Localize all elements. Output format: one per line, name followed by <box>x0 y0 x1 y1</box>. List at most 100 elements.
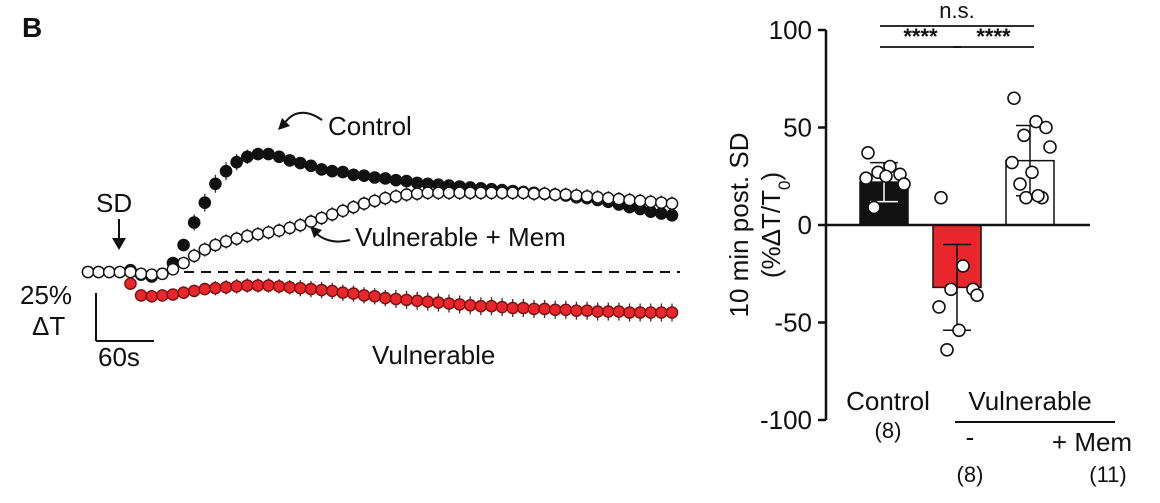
data-point <box>347 200 360 214</box>
mem-callout-arrow-icon <box>314 231 351 243</box>
x-label-vulnerable-mem: + Mem <box>1052 427 1132 457</box>
data-point <box>368 171 381 184</box>
data-point <box>357 169 371 182</box>
data-point <box>612 192 626 206</box>
data-point <box>357 197 371 210</box>
data-point <box>177 286 190 300</box>
data-point <box>548 303 562 317</box>
bar-chart: 10 min post. SD (%ΔT/T0) 100 50 0 -50 -100 *… <box>724 0 1132 487</box>
x-n-control: (8) <box>875 418 902 443</box>
data-point <box>570 189 583 202</box>
data-point <box>421 295 435 309</box>
y-tick-label: 50 <box>783 113 812 143</box>
data-point <box>357 289 371 302</box>
data-point <box>389 190 403 203</box>
data-point <box>209 177 222 191</box>
data-point <box>623 306 636 319</box>
data-point <box>230 155 243 169</box>
data-point <box>156 289 169 302</box>
data-point <box>240 150 254 164</box>
data-point <box>538 187 551 200</box>
point-vulnerable <box>952 323 966 338</box>
point-vulnerable <box>956 259 970 273</box>
data-point <box>294 156 307 170</box>
data-point <box>124 277 137 291</box>
data-point <box>92 265 105 279</box>
data-point <box>251 279 265 292</box>
data-point <box>283 154 297 167</box>
data-point <box>368 289 381 303</box>
data-point <box>517 186 530 200</box>
data-point <box>187 249 201 263</box>
data-point <box>601 191 615 205</box>
data-point <box>325 284 339 298</box>
data-point <box>633 306 647 319</box>
data-points <box>859 91 1057 357</box>
point-vulnerable <box>970 288 984 303</box>
data-point <box>495 186 509 200</box>
x-n-vulnerable-mem: (11) <box>1089 462 1127 487</box>
data-point <box>209 238 222 252</box>
data-point <box>325 164 339 178</box>
y-axis-ticks: 100 50 0 -50 -100 <box>760 15 826 435</box>
data-point <box>644 195 658 209</box>
data-point <box>262 147 275 161</box>
data-point <box>272 280 286 293</box>
scale-y-unit: ΔT <box>32 311 65 341</box>
data-point <box>474 299 488 313</box>
y-axis-title-line1: 10 min post. SD <box>724 133 754 318</box>
data-point <box>304 215 318 228</box>
data-point <box>134 267 148 281</box>
point-control <box>897 177 911 191</box>
data-point <box>527 302 541 316</box>
data-point <box>506 301 520 315</box>
point-vulnerable_mem <box>1005 155 1019 170</box>
data-point <box>580 190 594 203</box>
time-course-chart: SD 25% ΔT 60s Control Vulnerable + Mem V… <box>20 111 680 372</box>
data-point <box>379 291 392 305</box>
significance-label: n.s. <box>939 0 974 23</box>
data-point <box>177 238 190 252</box>
y-tick-label: 100 <box>769 15 812 45</box>
data-point <box>379 191 392 205</box>
data-point <box>294 281 307 295</box>
time-course-series <box>81 147 679 322</box>
point-vulnerable_mem <box>1017 128 1031 143</box>
data-point <box>442 186 456 200</box>
point-vulnerable_mem <box>1039 120 1053 135</box>
data-point <box>410 294 424 308</box>
data-point <box>219 164 233 178</box>
data-point <box>421 186 435 200</box>
data-point <box>145 289 159 303</box>
data-point <box>612 305 626 318</box>
data-point <box>240 229 254 243</box>
data-point <box>315 211 328 225</box>
point-control <box>861 146 875 160</box>
data-point <box>665 306 679 319</box>
data-point <box>304 282 318 296</box>
data-point <box>272 224 286 237</box>
point-vulnerable_mem <box>1031 188 1045 203</box>
data-point <box>379 172 392 185</box>
data-point <box>580 304 594 318</box>
data-point <box>463 298 477 312</box>
panel-label: B <box>22 12 42 43</box>
data-point <box>527 187 541 200</box>
significance-brackets: **** ****n.s. <box>880 0 1034 49</box>
data-point <box>166 262 180 276</box>
data-point <box>102 265 116 279</box>
data-point <box>559 188 573 201</box>
data-point <box>506 186 520 200</box>
significance-label: **** <box>976 24 1011 49</box>
x-group-vulnerable: Vulnerable <box>968 386 1091 416</box>
data-point <box>209 281 222 295</box>
data-point <box>591 190 604 204</box>
label-vulnerable: Vulnerable <box>372 340 495 370</box>
sd-arrow-icon <box>112 219 126 250</box>
sd-label: SD <box>96 188 132 218</box>
data-point <box>400 188 413 201</box>
data-point <box>548 188 562 201</box>
data-point <box>283 280 297 294</box>
data-point <box>219 280 233 294</box>
data-point <box>559 303 573 317</box>
